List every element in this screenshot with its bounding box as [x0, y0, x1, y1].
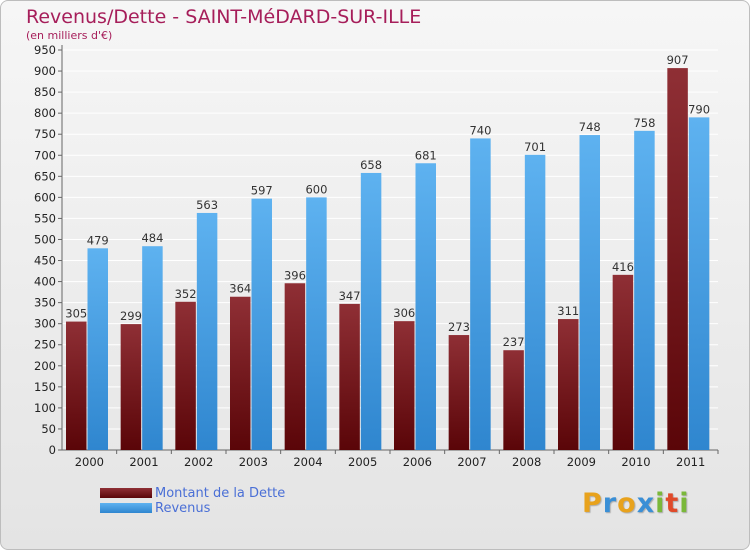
x-tick-label: 2007: [457, 455, 486, 469]
x-tick-label: 2006: [403, 455, 432, 469]
bar-revenue: [251, 198, 272, 450]
logo-letter: P: [582, 488, 603, 519]
legend-swatch-debt: [100, 488, 152, 498]
y-tick-label: 600: [34, 190, 56, 204]
bar-debt-label: 237: [503, 335, 525, 349]
x-tick-label: 2004: [293, 455, 322, 469]
y-tick-label: 750: [34, 127, 56, 141]
bar-revenue-label: 563: [196, 198, 218, 212]
logo-letter: i: [655, 488, 666, 519]
bar-debt-label: 311: [557, 304, 579, 318]
x-tick-label: 2000: [75, 455, 104, 469]
bar-debt: [120, 324, 142, 450]
x-tick-label: 2010: [621, 455, 650, 469]
bar-revenue: [360, 172, 382, 450]
bar-revenue-label: 748: [579, 120, 601, 134]
bar-debt-label: 416: [612, 260, 634, 274]
bar-debt-label: 907: [667, 53, 689, 67]
bar-revenue-label: 790: [688, 102, 710, 116]
legend-label-revenue: Revenus: [155, 501, 211, 516]
logo-letter: t: [665, 488, 680, 519]
y-tick-label: 400: [34, 275, 56, 289]
x-tick-label: 2005: [348, 455, 377, 469]
bar-debt-label: 364: [229, 282, 251, 296]
logo-letter: o: [617, 488, 637, 519]
x-tick-label: 2011: [676, 455, 705, 469]
legend-label-debt: Montant de la Dette: [155, 486, 286, 501]
y-tick-label: 0: [49, 443, 56, 457]
bar-revenue: [306, 197, 327, 450]
bar-debt: [612, 274, 634, 450]
logo-letter: x: [636, 488, 656, 519]
y-tick-label: 100: [34, 401, 56, 415]
x-tick-label: 2008: [512, 455, 541, 469]
y-tick-label: 350: [34, 296, 56, 310]
x-tick-label: 2001: [129, 455, 158, 469]
bar-debt-label: 352: [175, 287, 197, 301]
y-tick-label: 450: [34, 254, 56, 268]
y-tick-label: 50: [41, 422, 56, 436]
bar-debt-label: 299: [120, 309, 142, 323]
bar-debt-label: 273: [448, 320, 470, 334]
bar-debt-label: 396: [284, 268, 306, 282]
proxiti-logo: Proxiti: [582, 488, 690, 519]
y-tick-label: 800: [34, 106, 56, 120]
chart-subtitle: (en milliers d'€): [26, 29, 113, 42]
bar-revenue-label: 740: [469, 123, 491, 137]
x-tick-label: 2009: [567, 455, 596, 469]
y-tick-label: 200: [34, 359, 56, 373]
bar-revenue: [688, 117, 710, 451]
bar-debt: [394, 321, 415, 450]
y-tick-label: 500: [34, 232, 56, 246]
y-tick-label: 300: [34, 317, 56, 331]
bar-debt: [230, 296, 251, 450]
y-tick-label: 150: [34, 380, 56, 394]
y-tick-label: 650: [34, 169, 56, 183]
bar-debt: [667, 68, 688, 451]
y-tick-label: 950: [34, 43, 56, 57]
bar-debt: [448, 335, 470, 450]
bar-debt: [175, 301, 196, 450]
chart-title: Revenus/Dette - SAINT-MéDARD-SUR-ILLE: [26, 6, 422, 28]
bar-debt: [339, 303, 360, 450]
bar-revenue: [634, 130, 655, 450]
x-tick-label: 2003: [239, 455, 268, 469]
bar-revenue-label: 701: [524, 140, 546, 154]
bar-revenue: [579, 135, 600, 451]
bar-revenue-label: 484: [141, 231, 163, 245]
bar-revenue: [87, 248, 108, 450]
bar-debt-label: 306: [393, 306, 415, 320]
bar-revenue: [142, 246, 163, 450]
bar-revenue-label: 758: [633, 116, 655, 130]
bar-revenue-label: 658: [360, 158, 382, 172]
y-tick-label: 900: [34, 64, 56, 78]
bar-revenue: [415, 163, 436, 450]
bar-debt: [558, 319, 579, 450]
legend-swatch-revenue: [100, 503, 152, 513]
bar-debt: [503, 350, 524, 450]
bar-debt-label: 347: [339, 289, 361, 303]
bar-debt: [284, 283, 306, 450]
bar-revenue-label: 479: [87, 233, 109, 247]
bar-revenue: [524, 154, 546, 450]
bar-revenue-label: 600: [305, 182, 327, 196]
bar-revenue-label: 681: [415, 148, 437, 162]
x-tick-label: 2002: [184, 455, 213, 469]
y-tick-label: 250: [34, 338, 56, 352]
y-tick-label: 550: [34, 211, 56, 225]
bar-revenue-label: 597: [251, 184, 273, 198]
bar-debt-label: 305: [65, 307, 87, 321]
bar-debt: [66, 321, 87, 450]
logo-letter: r: [602, 488, 618, 519]
y-tick-label: 850: [34, 85, 56, 99]
logo-letter: i: [679, 488, 690, 519]
bar-revenue: [196, 212, 218, 450]
y-tick-label: 700: [34, 148, 56, 162]
bar-revenue: [470, 138, 491, 450]
